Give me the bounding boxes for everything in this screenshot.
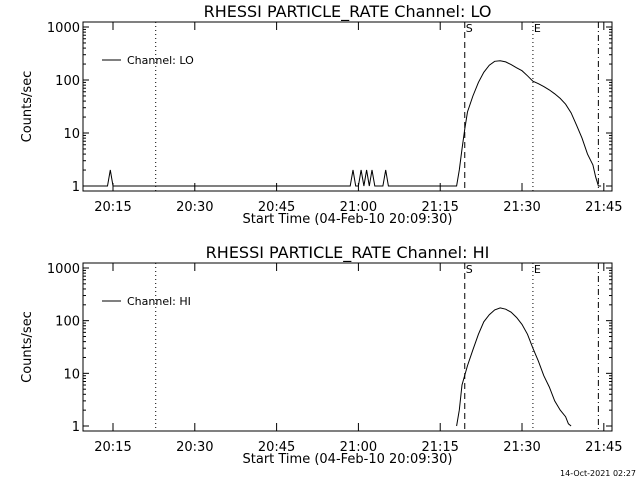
timestamp: 14-Oct-2021 02:27 [560, 469, 636, 478]
x-tick-label: 21:30 [503, 200, 540, 215]
plot-frame [82, 262, 613, 432]
marker-label: S [466, 263, 473, 276]
marker-label: S [466, 22, 473, 35]
y-tick-label: 1 [72, 420, 80, 435]
marker-label: E [534, 22, 541, 35]
y-tick-label: 1000 [47, 21, 80, 36]
marker-label: E [534, 263, 541, 276]
chart-title: RHESSI PARTICLE_RATE Channel: HI [206, 243, 490, 263]
y-axis-label: Counts/sec [20, 71, 35, 143]
y-tick-label: 10 [63, 127, 80, 142]
x-axis-label: Start Time (04-Feb-10 20:09:30) [243, 452, 453, 467]
x-tick-label: 20:45 [258, 200, 295, 215]
x-tick-label: 21:00 [340, 200, 377, 215]
x-tick-label: 20:15 [94, 200, 131, 215]
x-tick-label: 21:15 [421, 440, 458, 455]
y-axis-label: Counts/sec [20, 311, 35, 383]
y-tick-label: 1000 [47, 262, 80, 277]
plot-frame [82, 21, 613, 192]
y-tick-label: 100 [55, 74, 80, 89]
chart-title: RHESSI PARTICLE_RATE Channel: LO [204, 2, 492, 22]
chart-panel-2: RHESSI PARTICLE_RATE Channel: HI 1 10 100 10… [20, 243, 623, 467]
y-tick-label: 10 [63, 367, 80, 382]
series-line [456, 307, 572, 427]
y-tick-label: 100 [55, 315, 80, 330]
legend-label: Channel: HI [127, 295, 191, 308]
x-tick-label: 20:30 [176, 200, 213, 215]
x-tick-label: 20:45 [258, 440, 295, 455]
x-tick-label: 21:00 [340, 440, 377, 455]
x-tick-label: 21:30 [503, 440, 540, 455]
chart-panel-1: RHESSI PARTICLE_RATE Channel: LO 1 10 100 10… [20, 2, 623, 227]
y-tick-label: 1 [72, 180, 80, 195]
series-line [83, 60, 602, 187]
x-tick-label: 21:45 [585, 440, 622, 455]
x-tick-label: 20:15 [94, 440, 131, 455]
legend-label: Channel: LO [127, 54, 194, 67]
x-tick-label: 21:15 [421, 200, 458, 215]
x-tick-label: 21:45 [585, 200, 622, 215]
x-tick-label: 20:30 [176, 440, 213, 455]
x-axis-label: Start Time (04-Feb-10 20:09:30) [243, 212, 453, 227]
